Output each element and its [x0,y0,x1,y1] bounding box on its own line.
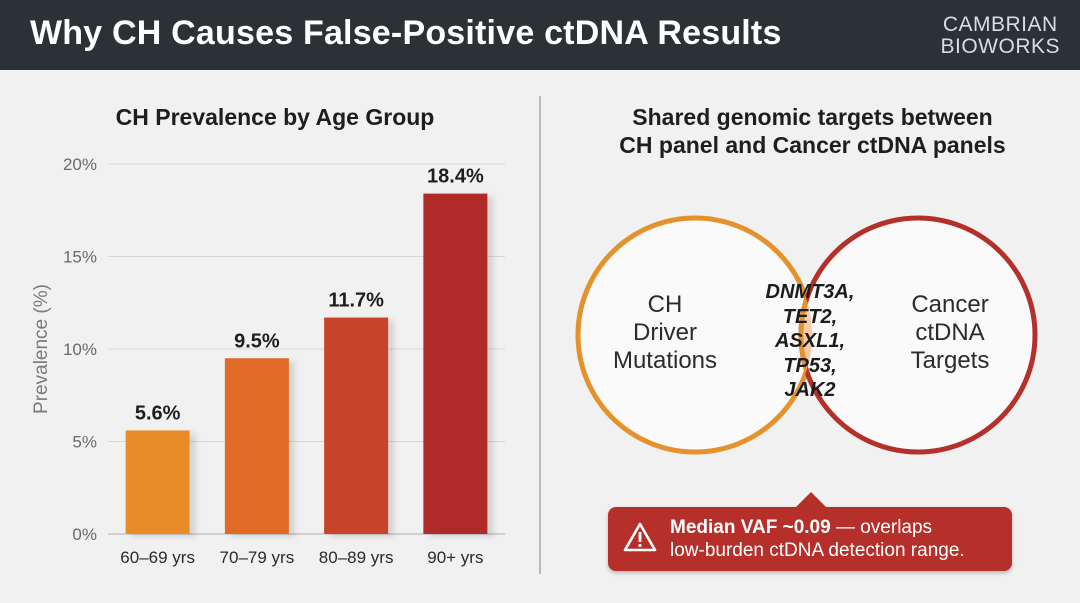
venn-left-label-line-2: Driver [633,319,697,346]
y-tick-label: 5% [72,433,97,452]
page-title: Why CH Causes False-Positive ctDNA Resul… [30,14,782,52]
overlap-gene-list: DNMT3A, TET2, ASXL1, TP53, JAK2 [740,280,880,403]
bar-value-label: 9.5% [234,330,280,352]
chart-title: CH Prevalence by Age Group [115,104,435,130]
callout-text-line-2: low-burden ctDNA detection range. [670,540,965,561]
bar-value-label: 5.6% [135,402,181,424]
venn-right-label: Cancer ctDNA Targets [880,291,1020,375]
gene-item: TP53, [783,354,837,377]
gene-item: TET2, [782,305,838,328]
vaf-callout: Median VAF ~0.09 — overlaps low-burden c… [608,507,1012,571]
bar-value-label: 18.4% [427,166,484,188]
y-tick-label: 10% [63,340,97,359]
venn-left-label-line-1: CH [647,291,683,318]
venn-overlap-outline-left [798,218,812,452]
gene-item: JAK2 [784,379,836,401]
gene-item: DNMT3A, [765,281,855,303]
venn-right-label-line-2: ctDNA [915,319,985,346]
x-tick-label: 60–69 yrs [120,548,195,567]
y-tick-label: 15% [63,248,97,267]
venn-title: Shared genomic targets between CH panel … [560,103,1065,159]
venn-right-label-line-3: Targets [910,347,990,374]
bar [423,193,488,534]
bar [125,430,190,534]
y-tick-label: 20% [63,155,97,174]
y-axis-label: Prevalence (%) [31,284,52,414]
venn-title-line-1: Shared genomic targets between [632,104,993,130]
x-tick-label: 80–89 yrs [319,548,394,567]
brand-line-2: BIOWORKS [940,35,1060,58]
bar [324,317,389,534]
venn-left-label: CH Driver Mutations [595,291,735,375]
panel-divider [539,96,541,574]
bar-chart: 0% 5% 10% 15% 20% Prevalence (%) 5.6% 60–69 yrs… [31,155,505,567]
header-bar: Why CH Causes False-Positive ctDNA Resul… [0,0,1080,70]
callout-text: Median VAF ~0.09 — overlaps low-burden c… [670,516,965,562]
gene-item: ASXL1, [774,330,846,352]
callout-text-line-1: — overlaps [830,517,933,538]
x-tick-label: 70–79 yrs [220,548,295,567]
bar [224,358,289,534]
brand-logo: CAMBRIAN BIOWORKS [940,14,1060,58]
venn-title-line-2: CH panel and Cancer ctDNA panels [619,132,1006,158]
bar-value-label: 11.7% [328,290,384,312]
brand-line-1: CAMBRIAN [942,13,1058,36]
warning-icon [622,521,658,558]
x-tick-label: 90+ yrs [427,548,483,567]
venn-right-label-line-1: Cancer [911,291,989,318]
venn-diagram [575,215,1038,507]
callout-bold-text: Median VAF ~0.09 [670,517,831,538]
callout-pointer [796,492,826,507]
y-tick-label: 0% [72,525,97,544]
venn-left-label-line-3: Mutations [612,347,718,374]
